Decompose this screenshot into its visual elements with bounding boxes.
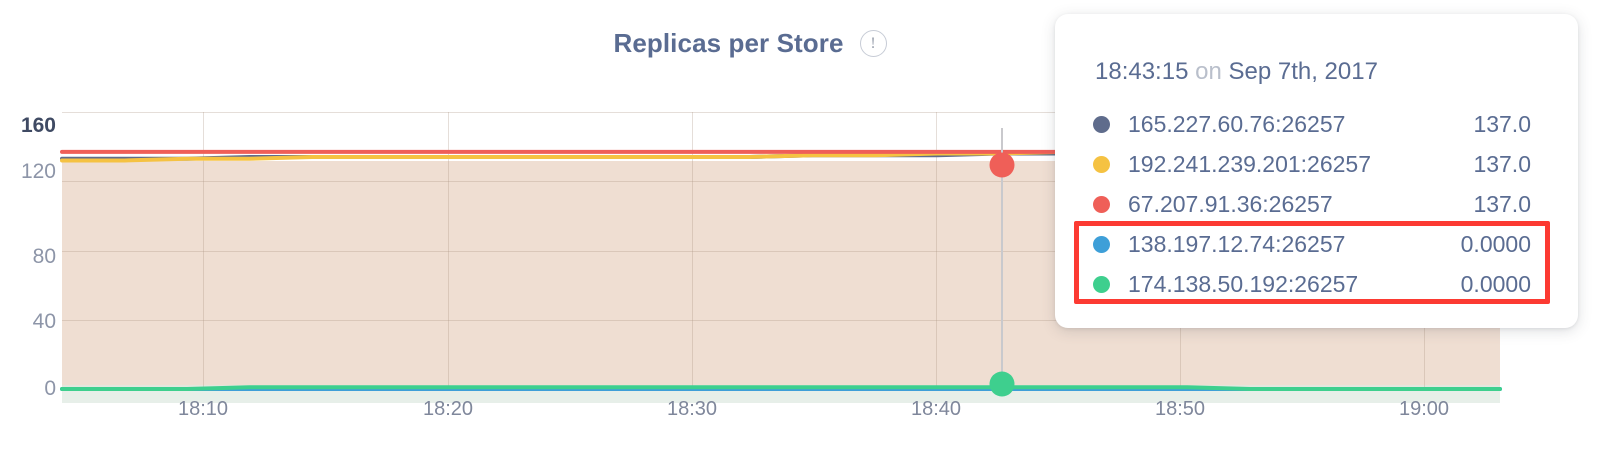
y-axis-tick-120: 120	[20, 160, 56, 183]
vgridline-1840	[936, 112, 937, 389]
series-label: 138.197.12.74:26257	[1128, 230, 1346, 257]
gridline-40	[62, 319, 1500, 321]
vgridline-1810	[203, 112, 204, 389]
series-color-dot	[1093, 235, 1110, 253]
page-title: Replicas per Store	[613, 28, 844, 58]
tooltip-on-word: on	[1195, 58, 1222, 85]
series-color-dot	[1093, 155, 1110, 173]
y-axis-tick-0: 0	[44, 377, 56, 400]
y-axis-tick-80: 80	[32, 245, 56, 268]
series-value: 0.0000	[1460, 230, 1531, 257]
gridline-120	[62, 181, 1500, 183]
gridline-80	[62, 250, 1500, 252]
tooltip-row: 165.227.60.76:26257 137.0	[1087, 104, 1547, 144]
hover-tooltip: 18:43:15 on Sep 7th, 2017 165.227.60.76:…	[1055, 14, 1578, 328]
series-line	[62, 387, 1500, 389]
info-circle-icon[interactable]: !	[859, 30, 887, 57]
tooltip-series-list: 165.227.60.76:26257 137.0 192.241.239.201:…	[1087, 104, 1547, 304]
x-axis-tick-1830: 18:30	[666, 398, 718, 420]
x-axis-tick-1820: 18:20	[422, 398, 474, 420]
x-axis-tick-1850: 18:50	[1154, 398, 1206, 420]
cursor-point-174-138-50-192	[989, 371, 1015, 397]
tooltip-date-value: Sep 7th, 2017	[1228, 58, 1378, 85]
vgridline-1820	[448, 112, 449, 389]
y-axis-tick-160: 160	[20, 114, 56, 137]
chart-header: Replicas per Store !	[0, 28, 1500, 59]
tooltip-row: 174.138.50.192:26257 0.0000	[1087, 264, 1547, 304]
series-label: 174.138.50.192:26257	[1128, 270, 1359, 297]
series-label: 165.227.60.76:26257	[1128, 110, 1346, 137]
cursor-line	[1001, 128, 1003, 390]
x-axis-tick-1810: 18:10	[177, 398, 229, 420]
series-color-dot	[1093, 195, 1110, 213]
series-value: 137.0	[1473, 110, 1531, 137]
series-label: 192.241.239.201:26257	[1128, 150, 1372, 177]
series-value: 137.0	[1473, 190, 1531, 217]
y-axis-tick-40: 40	[32, 310, 56, 333]
tooltip-timestamp: 18:43:15 on Sep 7th, 2017	[1095, 58, 1378, 86]
series-label: 67.207.91.36:26257	[1128, 190, 1333, 217]
series-value: 0.0000	[1460, 270, 1531, 297]
tooltip-row: 67.207.91.36:26257 137.0	[1087, 184, 1547, 224]
x-axis-tick-1840: 18:40	[910, 398, 962, 420]
x-axis-tick-1900: 19:00	[1398, 398, 1450, 420]
tooltip-row: 192.241.239.201:26257 137.0	[1087, 144, 1547, 184]
series-color-dot	[1093, 115, 1110, 133]
series-value: 137.0	[1473, 150, 1531, 177]
vgridline-1830	[692, 112, 693, 389]
gridline-160	[62, 112, 1500, 113]
cursor-point-67-207-91-36	[989, 152, 1015, 178]
tooltip-row: 138.197.12.74:26257 0.0000	[1087, 224, 1547, 264]
tooltip-time-value: 18:43:15	[1095, 58, 1189, 85]
series-color-dot	[1093, 275, 1110, 293]
